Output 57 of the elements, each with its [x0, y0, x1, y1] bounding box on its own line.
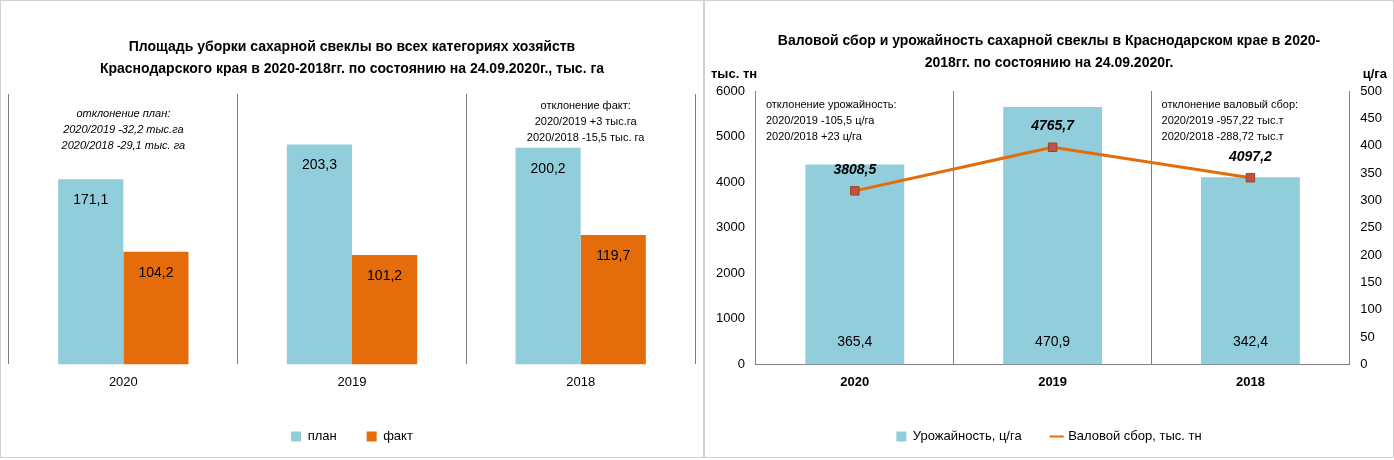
y2-tick-label: 250: [1360, 219, 1383, 235]
data-label: 4097,2: [1228, 147, 1273, 164]
y2-tick-label: 500: [1360, 82, 1383, 98]
chart-title: Площадь уборки сахарной свеклы во всех категориях хозяйств Краснодарского края в 2020-2018гг. по состоянию на 24.09.2020г., тыс. га: [98, 37, 606, 78]
y-tick-label: 5000: [716, 128, 745, 144]
y-tick-label: 0: [737, 355, 745, 371]
data-label: 171,1: [73, 191, 109, 208]
x-tick-label: 2018: [566, 373, 596, 389]
y2-tick-label: 400: [1360, 137, 1383, 153]
y-tick-label: 2000: [716, 264, 745, 280]
data-label: 3808,5: [833, 160, 877, 177]
y2-tick-label: 450: [1360, 109, 1383, 125]
bar: [352, 254, 418, 365]
legend-label: Валовой сбор, тыс. тн: [1068, 428, 1202, 444]
y-axis-title: тыс. тн: [711, 66, 758, 82]
y2-tick-label: 100: [1360, 301, 1383, 317]
legend-label: факт: [383, 428, 413, 444]
data-label: 203,3: [301, 156, 338, 173]
legend-label: Урожайность, ц/га: [912, 428, 1023, 444]
x-tick-label: 2020: [840, 373, 870, 389]
bar: [580, 234, 646, 365]
y2-tick-label: 150: [1360, 273, 1383, 289]
bar: [1003, 106, 1103, 365]
data-label: 365,4: [837, 333, 873, 350]
y2-tick-label: 350: [1360, 164, 1383, 180]
bar: [515, 147, 581, 365]
x-tick-label: 2018: [1235, 373, 1265, 389]
data-label: 342,4: [1232, 333, 1269, 350]
y2-tick-label: 200: [1360, 246, 1383, 262]
x-tick-label: 2019: [1038, 373, 1068, 389]
y2-tick-label: 300: [1360, 191, 1383, 207]
y2-tick-label: 50: [1360, 328, 1375, 344]
annotation: отклонение валовый сбор: 2020/2019 -957,22 тыс.т 2020/2018 -288,72 тыс.т: [1161, 97, 1299, 142]
legend-label: план: [307, 428, 337, 444]
bar: [1200, 177, 1300, 365]
data-label: 104,2: [138, 263, 174, 280]
bar: [123, 251, 189, 365]
y-tick-label: 3000: [716, 219, 745, 235]
data-label: 4765,7: [1030, 117, 1076, 134]
x-tick-label: 2020: [108, 373, 138, 389]
data-label: 200,2: [530, 159, 566, 176]
y-tick-label: 4000: [716, 173, 745, 189]
y-tick-label: 6000: [716, 82, 745, 98]
chart-title: Валовой сбор и урожайность сахарной свеклы в Краснодарском крае в 2020-2018гг. по состоянию на 24.09.2020г.: [776, 31, 1322, 72]
y2-tick-label: 0: [1360, 355, 1368, 371]
x-tick-label: 2019: [337, 373, 367, 389]
y2-axis-title: ц/га: [1362, 66, 1388, 82]
bar: [286, 144, 352, 365]
y-tick-label: 1000: [716, 310, 745, 326]
bar: [805, 164, 905, 365]
text: отклонение факт: 2020/2019 +3 тыс.га 2020/2018 -15,5 тыс. га: [526, 98, 646, 143]
data-label: 119,7: [596, 246, 631, 263]
annotation: отклонение план: 2020/2019 -32,2 тыс.га 2020/2018 -29,1 тыс. га: [60, 106, 186, 151]
data-label: 470,9: [1035, 333, 1071, 350]
data-label: 101,2: [367, 266, 403, 283]
annotation: отклонение урожайность: 2020/2019 -105,5 ц/га 2020/2018 +23 ц/га: [765, 97, 897, 142]
bar: [58, 179, 124, 365]
